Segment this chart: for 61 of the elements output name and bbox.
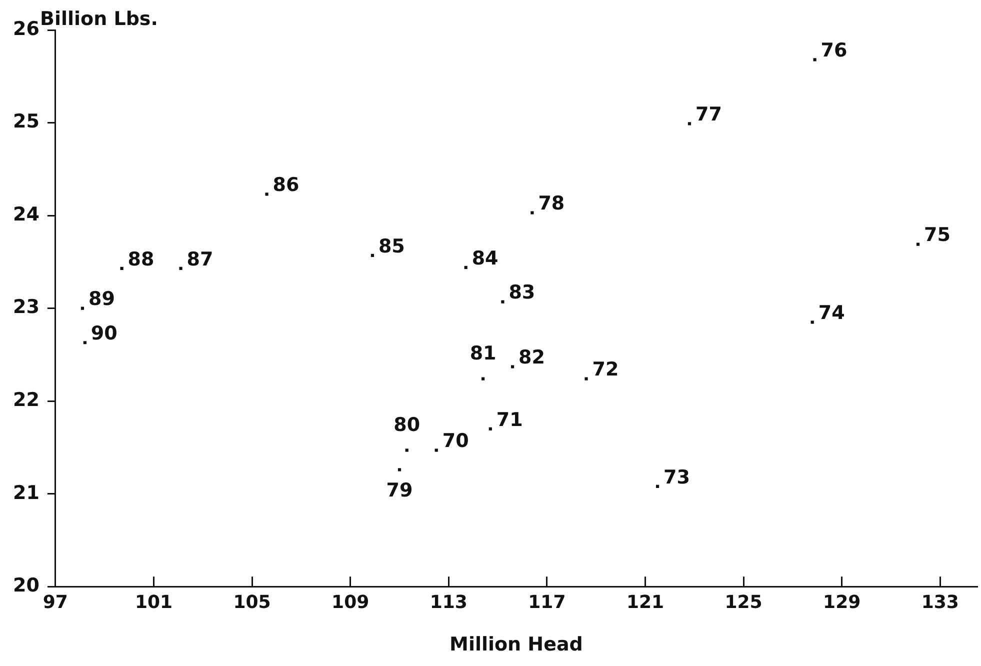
y-tick-label: 26 <box>12 18 40 40</box>
y-tick-label: 21 <box>12 482 40 504</box>
annotation: 72 <box>592 358 619 381</box>
x-tick-label: 109 <box>332 592 370 614</box>
x-axis-title: Million Head <box>450 634 583 656</box>
annotation: 90 <box>90 322 118 345</box>
point <box>813 58 816 62</box>
point <box>464 266 468 270</box>
annotation: 88 <box>128 248 154 270</box>
point <box>265 192 268 196</box>
annotation: 82 <box>518 346 545 369</box>
point <box>510 365 514 368</box>
annotation: 77 <box>695 104 722 126</box>
annotation: 78 <box>538 192 565 215</box>
annotation: 83 <box>508 282 536 304</box>
x-tick-label: 121 <box>626 592 664 614</box>
y-tick-label: 24 <box>12 203 40 226</box>
point <box>179 266 182 270</box>
x-tick-label: 133 <box>921 592 959 614</box>
annotation: 87 <box>186 248 214 270</box>
point <box>530 211 534 214</box>
point <box>810 320 814 324</box>
y-axis-title: Billion Lbs. <box>40 8 158 30</box>
point <box>398 468 402 472</box>
annotation: 89 <box>88 288 115 310</box>
x-tick-label: 97 <box>42 592 68 614</box>
x-tick-label: 101 <box>134 592 173 614</box>
annotation: 80 <box>394 414 420 436</box>
annotation: 81 <box>470 342 496 365</box>
point <box>916 242 920 246</box>
point <box>434 448 438 452</box>
annotation: 86 <box>272 174 300 196</box>
point <box>405 448 408 452</box>
annotation: 75 <box>924 224 950 246</box>
point <box>584 377 588 380</box>
point <box>370 254 374 257</box>
y-tick-label: 23 <box>12 296 40 318</box>
annotation: 79 <box>386 480 413 502</box>
annotation: 71 <box>496 408 523 431</box>
point <box>80 306 84 310</box>
annotation: 70 <box>442 430 469 452</box>
x-tick-label: 113 <box>430 592 468 614</box>
point <box>688 122 692 126</box>
point <box>501 300 504 304</box>
annotation: 73 <box>664 466 690 488</box>
point <box>488 427 492 430</box>
point <box>481 377 485 380</box>
x-tick-label: 105 <box>233 592 271 614</box>
x-tick-label: 117 <box>528 592 566 614</box>
point <box>120 266 124 270</box>
y-tick-label: 25 <box>12 110 40 133</box>
point <box>83 341 86 344</box>
annotation: 85 <box>378 235 405 258</box>
annotation: 74 <box>818 302 845 324</box>
annotation: 84 <box>472 247 498 270</box>
x-tick-label: 129 <box>823 592 861 614</box>
point <box>656 484 660 488</box>
annotation: 76 <box>820 40 848 62</box>
y-tick-label: 20 <box>12 574 40 597</box>
y-tick-label: 22 <box>12 389 40 412</box>
x-tick-label: 125 <box>724 592 762 614</box>
